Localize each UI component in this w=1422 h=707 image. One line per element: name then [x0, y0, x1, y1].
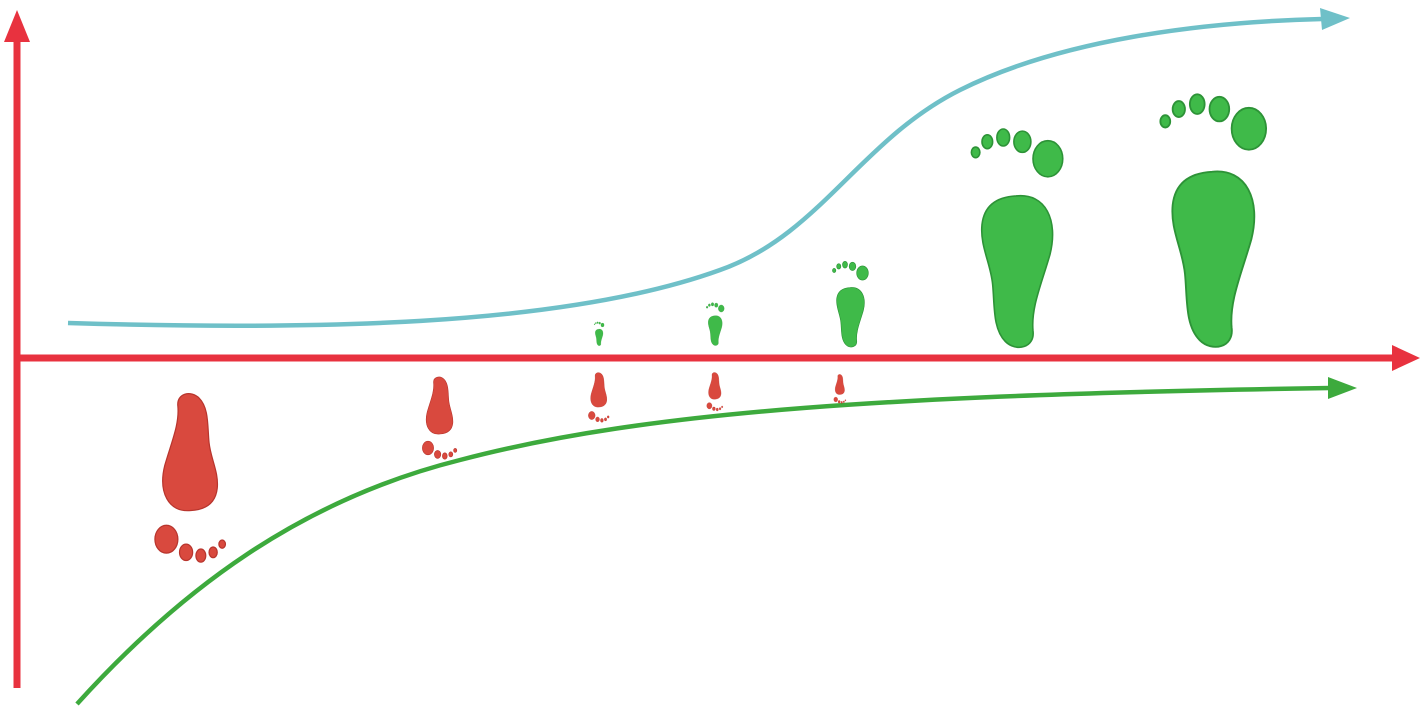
- footprint-icon: [833, 261, 869, 347]
- green-footprints: [594, 94, 1266, 347]
- upper-curve: [68, 19, 1322, 326]
- lower-curve: [77, 388, 1330, 704]
- footprint-icon: [971, 129, 1062, 347]
- x-axis-arrow-icon: [1392, 345, 1420, 371]
- footprint-icon: [594, 322, 604, 346]
- footprint-icon: [1160, 94, 1266, 347]
- footprint-icon: [422, 377, 456, 459]
- footprint-icon: [155, 394, 226, 562]
- red-footprints: [155, 372, 846, 562]
- axes: [4, 10, 1420, 688]
- lower-curve-arrow-icon: [1328, 377, 1357, 399]
- upper-curve-arrow-icon: [1320, 8, 1350, 30]
- footprint-icon: [707, 372, 723, 411]
- footprint-icon: [588, 373, 609, 423]
- footprint-icon: [706, 303, 724, 346]
- footprint-icon: [834, 374, 846, 403]
- y-axis-arrow-icon: [4, 10, 30, 42]
